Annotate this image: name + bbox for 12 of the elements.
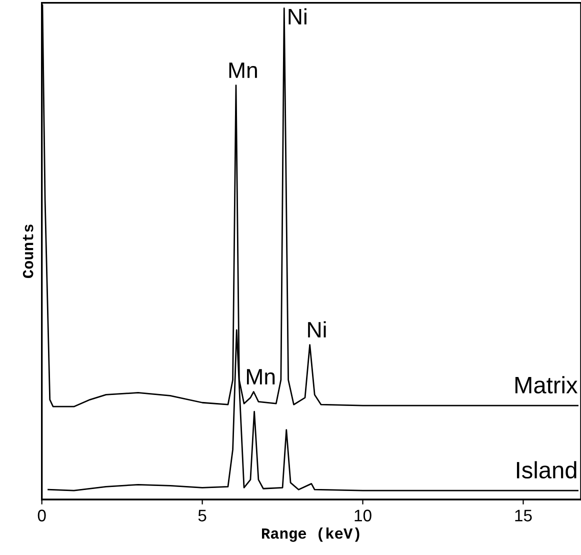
annotation: Mn: [246, 369, 275, 384]
x-tick-label: 15: [515, 510, 532, 522]
annotation: Ni: [288, 8, 306, 24]
x-tick-label: 0: [38, 510, 46, 522]
x-axis-title: Range (keV): [262, 528, 360, 542]
annotation: Mn: [229, 62, 257, 78]
annotation: Ni: [308, 321, 326, 338]
y-axis-title: Counts: [22, 224, 34, 278]
series-label: Island: [516, 461, 576, 479]
x-tick-label: 5: [198, 510, 206, 522]
series-label: Matrix: [515, 376, 578, 394]
x-tick-label: 10: [354, 510, 372, 522]
